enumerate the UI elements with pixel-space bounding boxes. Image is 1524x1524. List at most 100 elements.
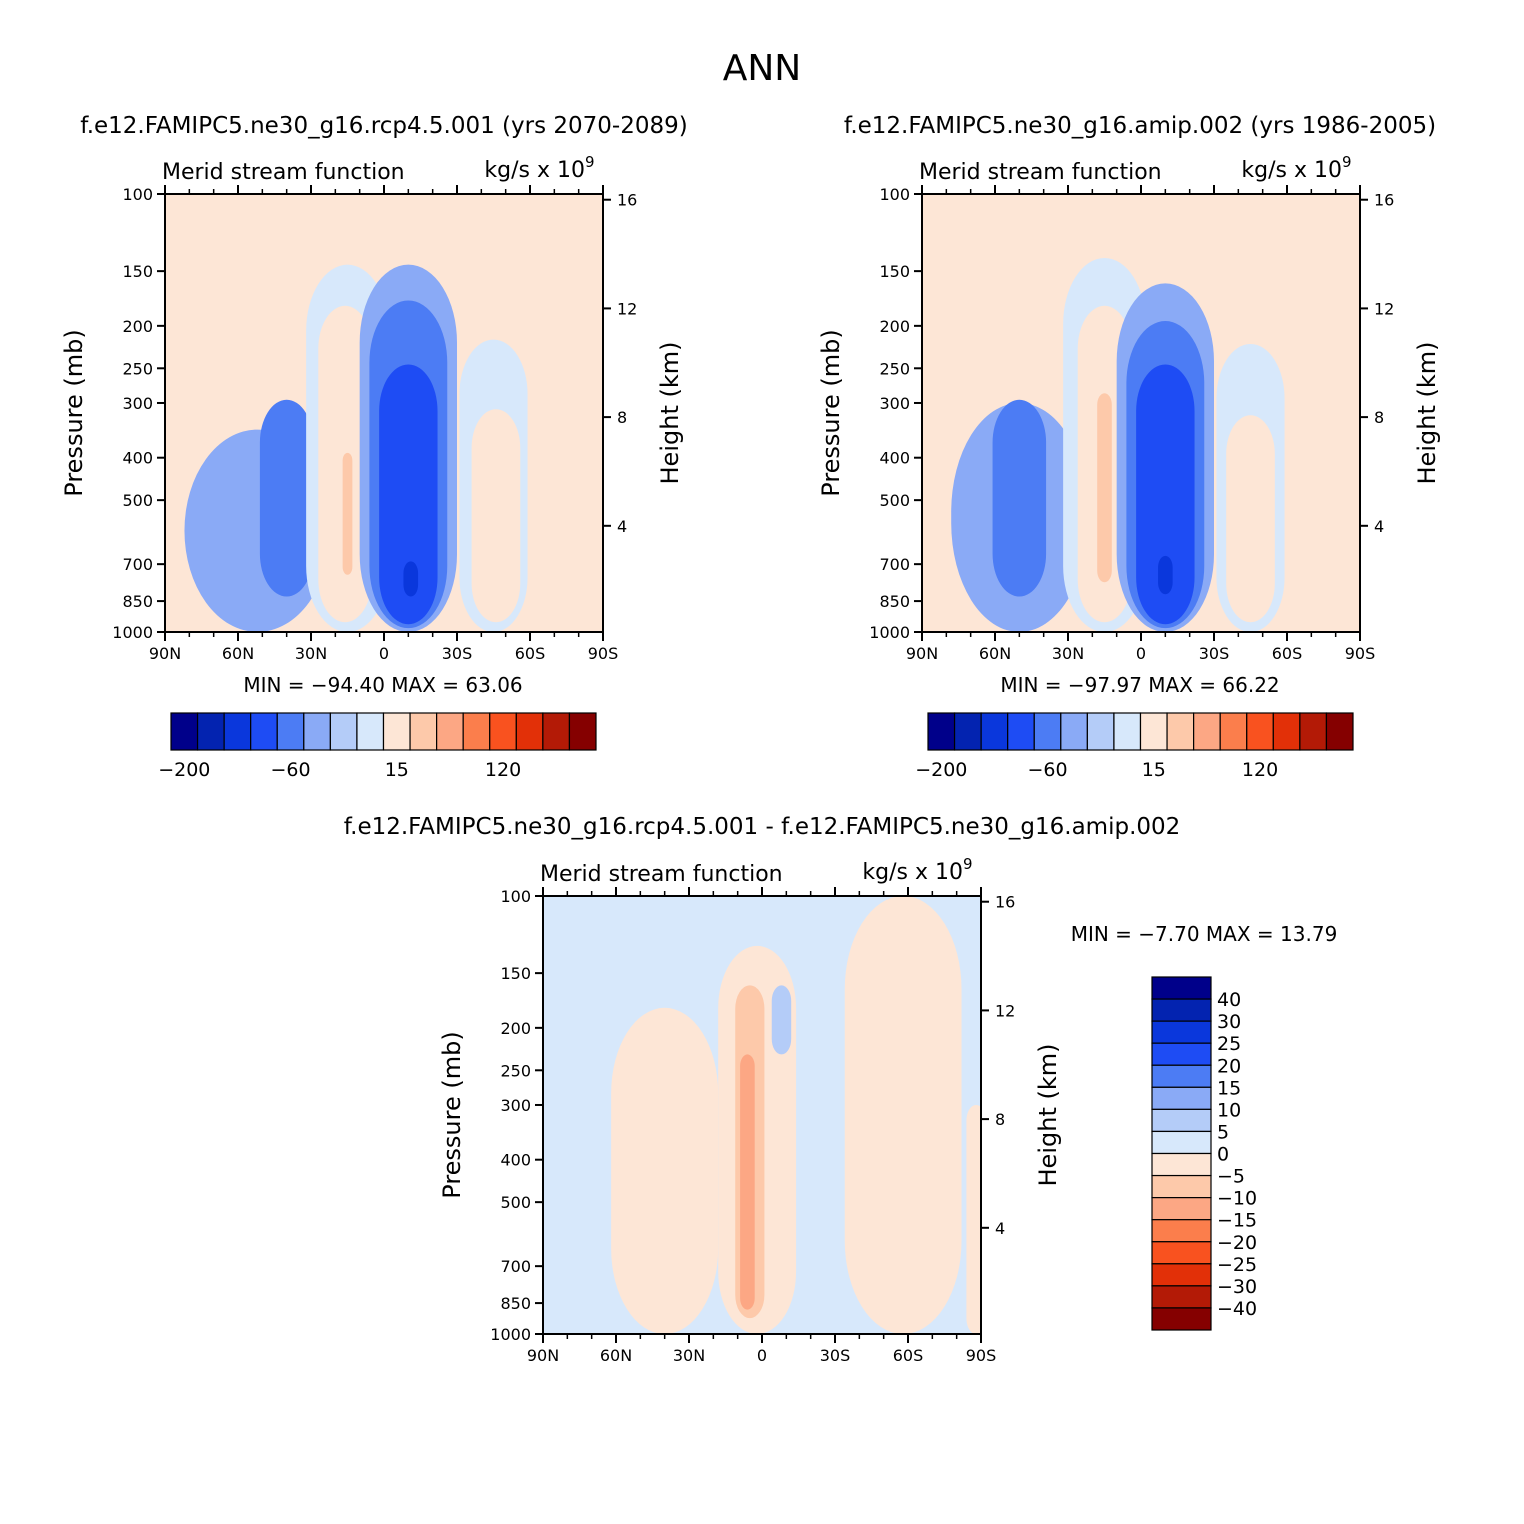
y-tick-label: 150 (879, 262, 910, 281)
colorbar-label: 0 (1217, 1144, 1229, 1166)
contour-cell-7 (966, 1104, 981, 1334)
units-label: kg/s x 10 (862, 860, 963, 885)
height-tick-label: 4 (1374, 517, 1384, 536)
x-tick-label: 90N (906, 644, 938, 663)
colorbar-label: 15 (1217, 1077, 1241, 1099)
colorbar-label: 15 (385, 759, 409, 781)
panel-title-left: Merid stream function (919, 160, 1162, 185)
y-tick-label: 850 (500, 1294, 531, 1313)
colorbar-box (1086, 712, 1115, 751)
y-tick-label: 1000 (490, 1325, 531, 1344)
colorbar-box (196, 712, 225, 751)
colorbar-label: 10 (1217, 1099, 1241, 1121)
colorbar-box (542, 712, 571, 751)
height-axis-label: Height (km) (1413, 342, 1441, 485)
y-tick-label: 100 (879, 185, 910, 204)
x-tick-label: 90N (149, 644, 181, 663)
y-tick-label: 300 (122, 394, 153, 413)
units-exponent: 9 (585, 153, 595, 171)
x-tick-label: 30N (295, 644, 327, 663)
colorbar-box (980, 712, 1009, 751)
height-tick-label: 8 (995, 1110, 1005, 1129)
y-tick-label: 1000 (869, 623, 910, 642)
min-max-stats: MIN = −94.40 MAX = 63.06 (243, 673, 522, 697)
x-tick-label: 90N (527, 1346, 559, 1365)
colorbar-box (1219, 712, 1248, 751)
y-tick-label: 300 (500, 1096, 531, 1115)
difference-plot: 100150200250300400500700850100048121690N… (438, 855, 1337, 1365)
height-tick-label: 12 (617, 299, 637, 318)
y-tick-label: 400 (122, 449, 153, 468)
height-tick-label: 12 (995, 1001, 1015, 1020)
colorbar-label: −200 (915, 759, 967, 781)
colorbar-box (568, 712, 597, 751)
x-tick-label: 90S (1345, 644, 1376, 663)
colorbar-box (1151, 1020, 1212, 1044)
colorbar-box (1151, 1152, 1212, 1177)
height-tick-label: 4 (995, 1219, 1005, 1238)
colorbar-label: −20 (1217, 1232, 1257, 1254)
colorbar-label: −200 (158, 759, 210, 781)
colorbar-box (1246, 712, 1274, 751)
colorbar-box (1272, 712, 1301, 751)
contour-field (165, 194, 603, 632)
colorbar-box (1151, 1042, 1212, 1066)
y-tick-label: 500 (500, 1193, 531, 1212)
contour-cell-2 (992, 399, 1047, 597)
y-tick-label: 850 (122, 592, 153, 611)
panel-title-left: Merid stream function (162, 160, 405, 185)
colorbar-box (1151, 1285, 1212, 1309)
colorbar-box (1007, 712, 1035, 751)
y-axis-label: Pressure (mb) (817, 329, 845, 496)
x-tick-label: 90S (966, 1346, 997, 1365)
colorbar-label: 120 (485, 759, 521, 781)
contour-field (543, 896, 981, 1334)
x-tick-label: 0 (379, 644, 389, 663)
colorbar-label: 15 (1142, 759, 1166, 781)
height-tick-label: 4 (617, 517, 627, 536)
colorbar-box (1139, 712, 1168, 751)
panel-b-plot: 100150200250300400500700850100048121690N… (817, 153, 1441, 781)
contour-cell-11 (1226, 415, 1275, 623)
x-tick-label: 60N (222, 644, 254, 663)
y-tick-label: 1000 (112, 623, 153, 642)
x-tick-label: 0 (757, 1346, 767, 1365)
min-max-stats: MIN = −7.70 MAX = 13.79 (1071, 922, 1338, 946)
units-exponent: 9 (963, 855, 973, 873)
colorbar-box (303, 712, 331, 751)
colorbar-box (953, 712, 982, 751)
case-a-title: f.e12.FAMIPC5.ne30_g16.rcp4.5.001 (yrs 2… (80, 113, 687, 139)
colorbar-label: 40 (1217, 989, 1241, 1011)
colorbar-label: −15 (1217, 1210, 1257, 1232)
y-axis-label: Pressure (mb) (438, 1031, 466, 1198)
y-tick-label: 150 (122, 262, 153, 281)
colorbar-box (515, 712, 544, 751)
x-tick-label: 30S (1199, 644, 1230, 663)
colorbar-box (927, 712, 956, 751)
colorbar-box (1325, 712, 1354, 751)
y-tick-label: 250 (500, 1061, 531, 1080)
x-tick-label: 30S (820, 1346, 851, 1365)
y-tick-label: 100 (122, 185, 153, 204)
colorbar-box (489, 712, 517, 751)
x-tick-label: 60S (1272, 644, 1303, 663)
colorbar-box (170, 712, 199, 751)
y-tick-label: 100 (500, 887, 531, 906)
colorbar-box (1151, 1263, 1212, 1287)
y-tick-label: 400 (500, 1151, 531, 1170)
height-tick-label: 8 (617, 408, 627, 427)
colorbar-box (223, 712, 252, 751)
colorbar-box (1151, 1241, 1212, 1265)
case-b-title: f.e12.FAMIPC5.ne30_g16.amip.002 (yrs 198… (844, 113, 1436, 139)
colorbar-box (1151, 1219, 1212, 1243)
units-label: kg/s x 10 (1241, 158, 1342, 183)
contour-cell-4 (740, 1054, 755, 1310)
height-axis-label: Height (km) (1034, 1044, 1062, 1187)
colorbar-box (1033, 712, 1062, 751)
contour-cell-5 (1097, 393, 1112, 583)
colorbar-label: −40 (1217, 1298, 1257, 1320)
y-axis-label: Pressure (mb) (60, 329, 88, 496)
colorbar-box (1151, 1108, 1212, 1133)
colorbar-box (1060, 712, 1088, 751)
